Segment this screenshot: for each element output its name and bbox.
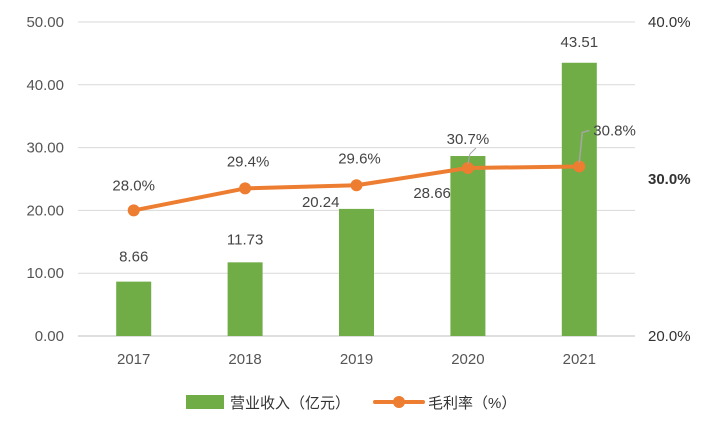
bar	[561, 62, 597, 336]
bar-data-label: 20.24	[302, 194, 340, 211]
bar	[450, 156, 486, 336]
line-marker	[350, 179, 363, 192]
right-tick-label: 40.0%	[648, 14, 691, 31]
legend-line-label: 毛利率（%）	[428, 395, 516, 412]
x-tick-label: 2019	[340, 351, 373, 368]
line-marker	[127, 204, 140, 217]
left-tick-label: 30.00	[26, 140, 64, 157]
left-tick-label: 0.00	[35, 328, 64, 345]
right-tick-label: 30.0%	[648, 171, 691, 188]
line-data-label: 28.0%	[112, 177, 155, 194]
x-axis-ticks: 2017 2018 2019 2020 2021	[117, 351, 596, 368]
right-axis-ticks: 20.0% 30.0% 40.0%	[648, 14, 691, 345]
bar	[227, 262, 263, 336]
line-marker	[461, 162, 474, 175]
bar-data-label: 43.51	[561, 34, 599, 51]
line-marker	[573, 160, 586, 173]
x-tick-label: 2018	[228, 351, 261, 368]
line-data-label: 29.6%	[338, 150, 381, 167]
line-data-label: 30.7%	[447, 131, 490, 148]
bar-data-label: 11.73	[227, 231, 263, 248]
bar-data-label: 8.66	[119, 249, 148, 266]
bar-data-label: 28.66	[413, 185, 451, 202]
x-tick-label: 2021	[563, 351, 596, 368]
line-marker	[239, 182, 252, 195]
left-tick-label: 20.00	[26, 202, 64, 219]
line-data-label: 30.8%	[593, 122, 636, 139]
legend-bar-label: 营业收入（亿元）	[230, 395, 350, 412]
line-data-label: 29.4%	[227, 153, 270, 170]
bar	[116, 281, 152, 336]
line-series: 28.0% 29.4% 29.6% 30.7% 30.8%	[112, 122, 636, 217]
legend: 营业收入（亿元） 毛利率（%）	[186, 395, 516, 412]
left-tick-label: 50.00	[26, 14, 64, 31]
legend-bar-swatch	[186, 395, 224, 409]
x-tick-label: 2017	[117, 351, 150, 368]
left-tick-label: 10.00	[26, 265, 64, 282]
leader-line	[578, 129, 590, 163]
right-tick-label: 20.0%	[648, 328, 691, 345]
leader-line	[467, 147, 477, 165]
bar-series: 8.66 11.73 20.24 28.66 43.51	[116, 34, 598, 336]
left-tick-label: 40.00	[26, 77, 64, 94]
x-tick-label: 2020	[451, 351, 484, 368]
left-axis-ticks: 0.00 10.00 20.00 30.00 40.00 50.00	[26, 14, 64, 345]
legend-line-marker	[393, 396, 405, 408]
bar	[339, 208, 374, 336]
